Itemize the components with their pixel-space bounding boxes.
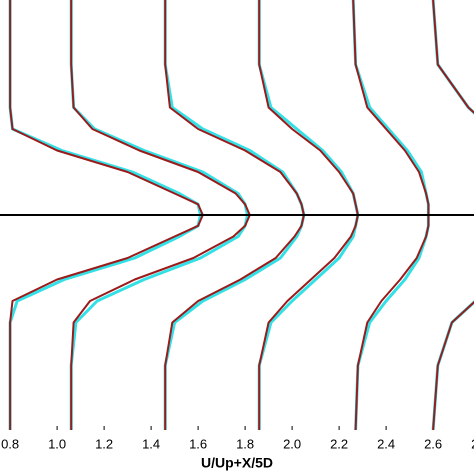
x-tick-label: 2.2: [330, 436, 348, 451]
profile-line: [432, 0, 474, 431]
x-tick-label: 1.2: [95, 436, 113, 451]
x-tick-label: 2.8: [471, 436, 474, 451]
x-axis-label: U/Up+X/5D: [201, 455, 273, 471]
x-tick-label: 1.4: [142, 436, 160, 451]
x-tick-label: 2.0: [283, 436, 301, 451]
x-tick-label: 1.0: [48, 436, 66, 451]
x-tick-label: 1.6: [189, 436, 207, 451]
x-tick-label: 1.8: [236, 436, 254, 451]
x-tick-label: 0.8: [1, 436, 19, 451]
x-tick-label: 2.6: [424, 436, 442, 451]
x-tick-label: 2.4: [377, 436, 395, 451]
